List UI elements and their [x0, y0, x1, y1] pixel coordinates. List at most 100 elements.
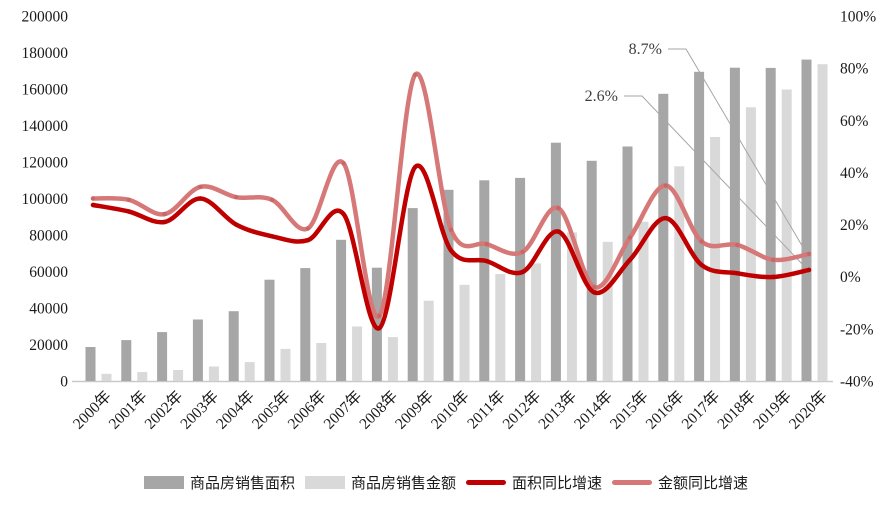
x-axis-label: 2019年	[749, 387, 795, 433]
growth-line-amount-marker	[341, 161, 346, 166]
bar-sales-area	[85, 347, 96, 381]
bar-sales-area	[157, 332, 168, 381]
growth-line-area-marker	[341, 211, 346, 217]
plot-area: 0 20000 40000 60000 80000 100000 120000 140000 1…	[22, 9, 877, 433]
growth-line-area-marker	[126, 209, 131, 214]
growth-line-amount-marker	[592, 284, 597, 290]
x-axis-label: 2002年	[141, 387, 187, 433]
x-axis-label: 2001年	[105, 387, 151, 433]
y-axis-right-tick: 60%	[840, 113, 869, 130]
growth-line-area-marker	[484, 258, 489, 264]
bar-sales-amount	[638, 221, 649, 381]
y-axis-right-tick: 100%	[840, 9, 876, 26]
growth-line-area-marker	[448, 248, 454, 253]
legend-item-sales-amount: 商品房销售金额	[304, 472, 456, 493]
growth-line-area-marker	[699, 262, 704, 268]
growth-line-area-marker	[90, 202, 96, 208]
x-axis-label: 2006年	[284, 387, 330, 433]
x-axis-label: 2020年	[785, 387, 831, 433]
growth-line-area-marker	[234, 222, 239, 227]
annotation-leader-line	[624, 95, 805, 267]
legend-label-sales-area: 商品房销售面积	[189, 475, 295, 492]
bar-sales-area	[658, 93, 669, 382]
bar-sales-area	[515, 177, 526, 381]
growth-line-area-marker	[269, 234, 275, 239]
y-axis-left-tick: 0	[60, 374, 68, 391]
bar-sales-area	[264, 279, 275, 381]
bar-sales-amount	[566, 232, 577, 381]
growth-line-area-marker	[663, 215, 668, 221]
x-axis-label: 2012年	[499, 387, 545, 433]
legend-swatch-sales-amount	[304, 475, 345, 489]
y-axis-left-tick: 60000	[29, 264, 68, 281]
y-axis-right-tick: -20%	[840, 321, 874, 338]
bar-sales-amount	[244, 362, 255, 381]
growth-line-amount-marker	[234, 195, 239, 200]
bar-sales-amount	[423, 300, 434, 381]
growth-line-amount-marker	[699, 239, 704, 244]
growth-line-amount-marker	[806, 251, 812, 257]
bar-sales-area	[694, 71, 705, 382]
growth-line-amount-marker	[377, 313, 382, 318]
growth-line-area-marker	[592, 290, 597, 295]
bar-sales-area	[192, 319, 203, 381]
x-axis-label: 2008年	[356, 387, 402, 433]
growth-line-area-marker	[520, 269, 525, 275]
growth-line-area-marker	[806, 267, 812, 273]
bar-sales-area	[228, 311, 239, 381]
growth-line-amount-marker	[162, 211, 167, 217]
legend-swatch-amount-growth	[612, 479, 653, 485]
legend-label-amount-growth: 金额同比增速	[658, 475, 749, 492]
growth-line-area-marker	[556, 229, 561, 234]
bar-sales-amount	[352, 326, 363, 381]
annotation-leader-line	[668, 48, 805, 250]
bar-sales-area	[407, 208, 418, 381]
y-axis-right-tick: 40%	[840, 165, 869, 182]
x-axis-label: 2003年	[177, 387, 223, 433]
x-axis-label: 2017年	[678, 387, 724, 433]
bar-sales-amount	[173, 370, 184, 381]
y-axis-left-tick: 40000	[29, 301, 68, 318]
growth-line-area	[90, 163, 812, 331]
growth-line-area-marker	[305, 238, 310, 243]
bar-sales-area	[371, 267, 382, 381]
x-axis-label: 2005年	[248, 387, 294, 433]
growth-line-amount-marker	[663, 183, 668, 188]
y-axis-left-tick: 140000	[22, 118, 69, 135]
bar-sales-area	[550, 142, 561, 381]
bar-sales-amount	[781, 89, 792, 381]
legend-item-sales-area: 商品房销售面积	[143, 472, 295, 493]
growth-line-amount-marker	[305, 226, 310, 231]
y-axis-left-tick: 160000	[22, 82, 69, 99]
bar-sales-amount	[208, 366, 219, 381]
y-axis-left-tick: 200000	[22, 9, 69, 26]
growth-line-amount-marker	[627, 235, 633, 240]
growth-line-amount-marker	[735, 242, 740, 248]
bar-sales-amount	[745, 107, 756, 382]
x-axis-label: 2009年	[391, 387, 437, 433]
bar-sales-area	[443, 189, 454, 381]
x-axis-label: 2007年	[320, 387, 366, 433]
bar-sales-amount	[602, 241, 613, 381]
bar-sales-area	[336, 239, 347, 381]
y-axis-right-tick: 20%	[840, 217, 869, 234]
growth-line-amount-marker	[448, 227, 454, 232]
x-axis-label: 2011年	[463, 387, 508, 432]
annotation-label: 2.6%	[585, 88, 618, 105]
growth-line-amount	[90, 71, 812, 319]
legend-swatch-sales-area	[143, 475, 184, 489]
growth-line-amount-marker	[269, 197, 275, 202]
bar-sales-area	[300, 268, 311, 381]
bar-sales-amount	[531, 263, 542, 381]
growth-line-area-marker	[377, 325, 382, 331]
legend-swatch-area-growth	[466, 479, 506, 485]
x-axis-label: 2015年	[606, 387, 652, 433]
growth-line-amount-marker	[484, 241, 489, 247]
bar-sales-area	[801, 59, 812, 381]
bar-sales-area	[479, 180, 490, 381]
x-axis-label: 2018年	[714, 387, 760, 433]
bar-sales-amount	[387, 337, 398, 381]
growth-line-amount-marker	[198, 184, 203, 189]
y-axis-right-tick: -40%	[840, 374, 874, 391]
